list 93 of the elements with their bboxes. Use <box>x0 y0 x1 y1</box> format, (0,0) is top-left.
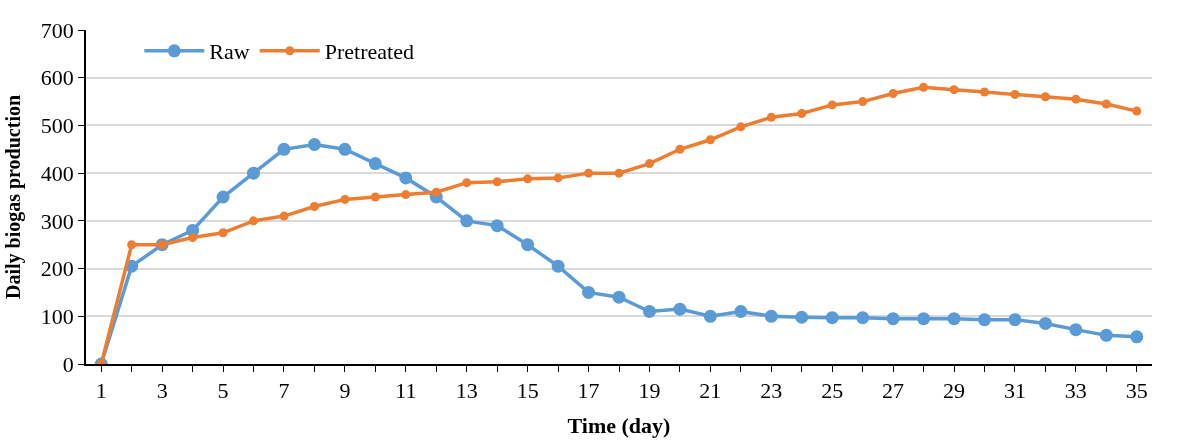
point <box>249 216 259 226</box>
point <box>1008 313 1022 327</box>
point <box>703 309 717 323</box>
y-tick-label: 300 <box>40 208 74 234</box>
point <box>277 142 291 156</box>
point <box>642 305 656 318</box>
x-tick-label: 31 <box>1003 378 1026 404</box>
x-tick-label: 21 <box>699 378 722 404</box>
point <box>1010 89 1020 99</box>
point <box>919 82 929 92</box>
y-tick-label: 400 <box>40 160 74 186</box>
point <box>827 100 837 110</box>
point <box>1069 323 1083 337</box>
x-tick-label: 13 <box>455 378 478 404</box>
y-axis-title: Daily biogas production <box>1 94 25 300</box>
x-tick-label: 29 <box>943 378 966 404</box>
point <box>644 159 654 169</box>
point <box>279 211 289 221</box>
point <box>309 202 319 212</box>
point <box>127 240 137 250</box>
point <box>370 192 380 202</box>
point <box>705 135 715 145</box>
point <box>521 238 535 252</box>
point <box>947 312 961 326</box>
point <box>886 312 900 326</box>
point <box>764 309 778 323</box>
point <box>888 88 898 98</box>
point <box>431 187 441 197</box>
point <box>1101 99 1111 109</box>
point <box>797 109 807 118</box>
point <box>490 219 504 233</box>
point <box>614 168 624 178</box>
point <box>188 233 198 243</box>
x-tick-label: 35 <box>1125 378 1148 404</box>
x-axis-title: Time (day) <box>567 412 671 438</box>
point <box>338 142 352 156</box>
point <box>795 310 809 324</box>
x-tick-label: 15 <box>516 378 539 404</box>
x-tick-label: 19 <box>638 378 661 404</box>
legend-label: Raw <box>209 39 250 65</box>
x-tick-label: 25 <box>821 378 844 404</box>
point <box>551 259 565 273</box>
point <box>734 305 748 318</box>
point <box>368 157 382 171</box>
point <box>460 214 474 228</box>
legend-label: Pretreated <box>324 39 414 65</box>
point <box>582 285 596 299</box>
y-tick-label: 100 <box>40 303 74 329</box>
x-tick-label: 9 <box>339 378 351 404</box>
point <box>1038 316 1052 330</box>
point <box>218 228 228 238</box>
point <box>340 194 350 204</box>
point <box>307 138 321 151</box>
point <box>584 168 594 178</box>
x-tick-label: 17 <box>577 378 600 404</box>
point <box>492 177 502 187</box>
x-tick-label: 7 <box>278 378 290 404</box>
y-tick-label: 600 <box>40 65 74 91</box>
point <box>675 144 685 154</box>
x-tick-label: 23 <box>760 378 783 404</box>
x-tick-label: 1 <box>95 378 107 404</box>
point <box>736 122 746 132</box>
point <box>1099 328 1113 342</box>
x-tick-label: 33 <box>1064 378 1087 404</box>
point <box>979 87 989 97</box>
point <box>401 190 411 200</box>
point <box>1071 94 1081 104</box>
point <box>949 85 959 95</box>
x-tick-label: 11 <box>395 378 417 404</box>
point <box>978 313 991 327</box>
y-tick-label: 500 <box>40 113 74 139</box>
x-tick-label: 5 <box>217 378 229 404</box>
point <box>917 312 931 326</box>
x-tick-label: 3 <box>156 378 168 404</box>
point <box>673 302 687 316</box>
point <box>825 311 839 325</box>
y-tick-label: 200 <box>40 256 74 282</box>
point <box>1132 106 1142 116</box>
point <box>766 112 776 122</box>
point <box>858 97 868 107</box>
point <box>523 174 533 184</box>
point <box>612 290 626 304</box>
point <box>247 166 261 180</box>
point <box>399 171 413 185</box>
point <box>216 190 230 204</box>
point <box>856 311 870 325</box>
point <box>1130 330 1144 344</box>
y-tick-label: 0 <box>62 351 74 377</box>
point <box>462 178 472 188</box>
x-tick-label: 27 <box>882 378 905 404</box>
point <box>553 173 563 183</box>
y-tick-label: 700 <box>40 17 74 43</box>
point <box>1040 92 1050 102</box>
